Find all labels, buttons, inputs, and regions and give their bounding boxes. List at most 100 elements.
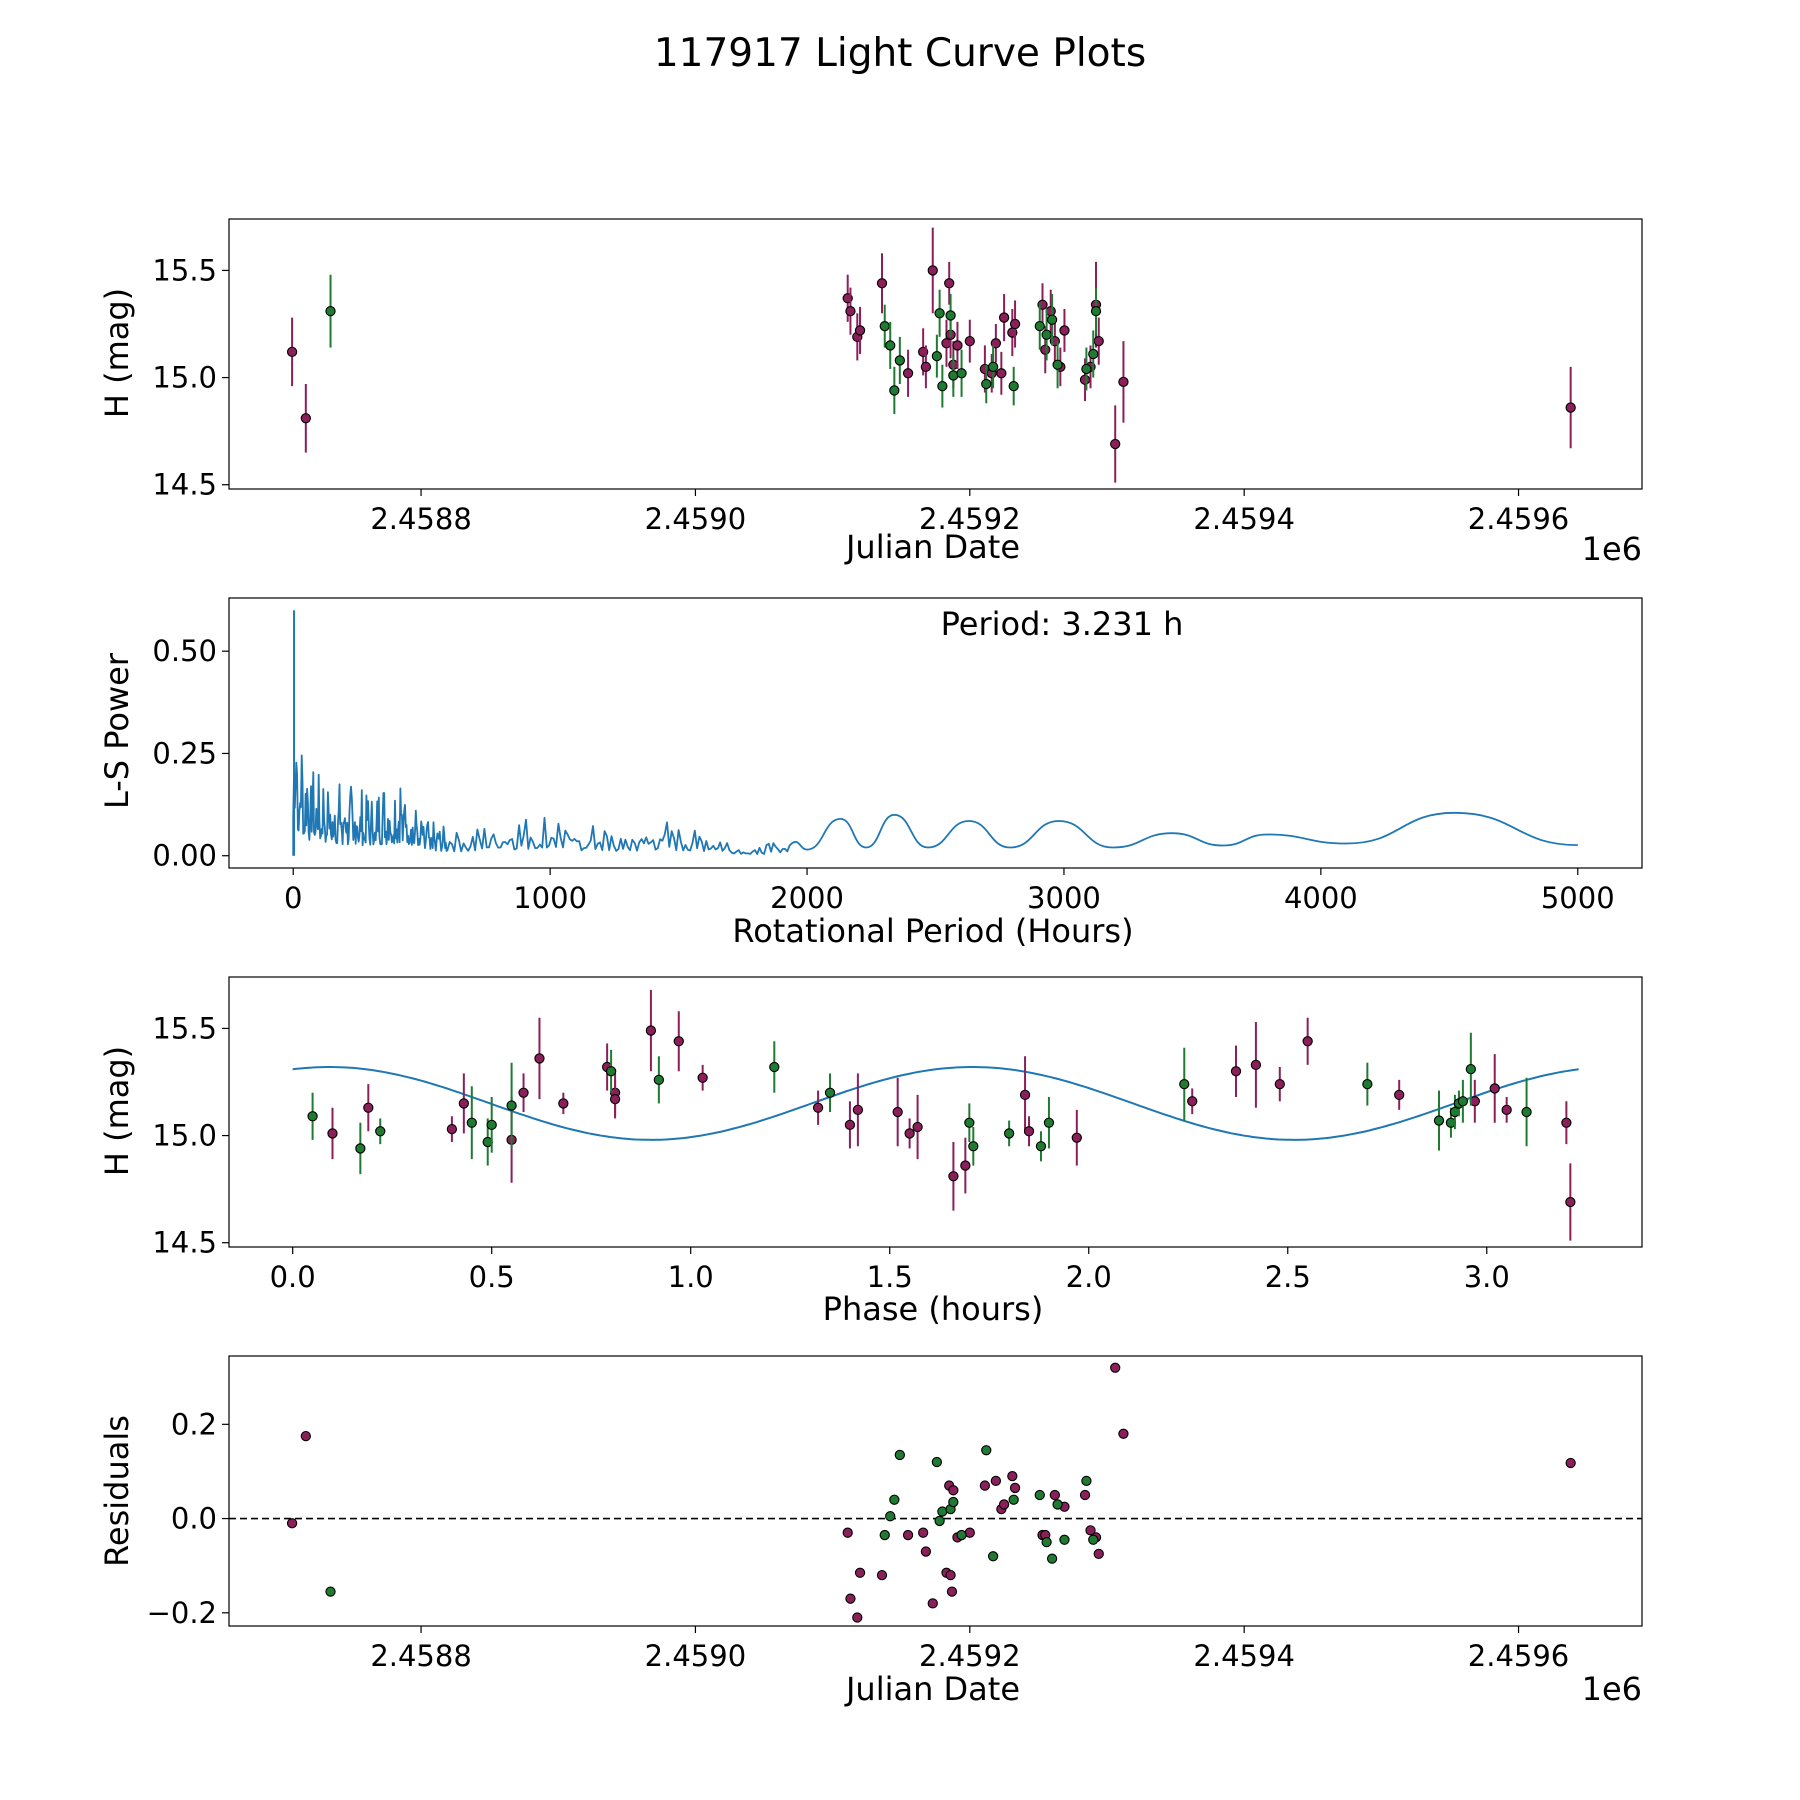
periodogram-ylabel: L-S Power [98,652,136,809]
purple-data-point [446,1123,458,1135]
purple-data-point [1302,1036,1313,1047]
green-data-point [931,350,943,362]
green-data-point [948,1496,959,1508]
purple-data-point [1561,1117,1572,1128]
purple-data-point [1489,1083,1500,1094]
green-data-point [931,1456,943,1468]
green-data-point [1521,1106,1532,1118]
green-data-point [885,1511,896,1522]
purple-data-point [697,1072,708,1083]
green-data-point [1008,1494,1019,1505]
green-data-point [894,355,905,366]
y-tick-label: 15.0 [152,1119,217,1153]
green-data-point [1041,329,1052,340]
x-tick-label: 4000 [1284,881,1358,915]
green-data-point [981,1445,992,1456]
y-tick-label: 15.5 [152,253,217,287]
purple-data-point [645,1025,657,1036]
residuals-offset-label: 1e6 [1582,1670,1642,1708]
light-curve-panel: Julian Date H (mag) 1e6 2.4588 2.4590 2.45… [98,218,1643,568]
green-data-point [894,1449,905,1461]
periodogram-panel: Rotational Period (Hours) L-S Power 0 100… [98,597,1643,950]
x-tick-label: 1.5 [867,1260,913,1294]
x-tick-label: 3.0 [1464,1260,1510,1294]
purple-data-point [558,1098,569,1109]
green-data-point [466,1117,477,1128]
purple-data-point [1187,1096,1198,1107]
purple-data-point [812,1102,824,1113]
x-tick-label: 0 [284,881,302,915]
power-spectrum-line [292,754,1578,856]
x-tick-label: 1000 [513,881,587,915]
purple-data-point [1085,1525,1096,1536]
purple-data-point [854,1567,866,1578]
green-data-point [1088,348,1099,360]
x-tick-label: 2.4596 [1468,1639,1569,1673]
light-curve-ylabel: H (mag) [98,288,136,418]
green-data-point [879,320,890,332]
y-tick-label: 15.5 [152,1011,217,1045]
purple-data-point [845,1593,856,1604]
green-data-point [937,380,948,392]
purple-data-point [1394,1089,1405,1101]
purple-data-point [609,1093,621,1105]
y-tick-label: 15.0 [152,361,217,395]
purple-data-point [1071,1132,1082,1143]
green-data-point [1433,1115,1445,1126]
green-data-point [1457,1096,1469,1107]
y-tick-label: 0.00 [152,839,217,873]
purple-data-point [1118,1428,1129,1439]
purple-data-point [979,1480,991,1491]
figure-title: 117917 Light Curve Plots [654,31,1146,76]
x-tick-label: 2.4592 [919,1639,1020,1673]
y-tick-label: 0.50 [152,634,217,668]
purple-data-point [945,1569,956,1581]
purple-data-point [1565,402,1576,413]
purple-data-point [1093,1548,1104,1560]
light-curve-offset-label: 1e6 [1582,530,1642,568]
y-tick-label: 0.0 [171,1502,217,1536]
purple-data-point [852,1612,863,1623]
purple-data-point [1118,376,1129,388]
purple-data-point [920,361,932,373]
purple-data-point [842,1527,853,1538]
green-data-point [981,378,992,390]
purple-data-point [948,1171,959,1182]
purple-data-point [1565,1457,1576,1469]
y-tick-label: 0.2 [171,1407,217,1441]
purple-data-point [996,368,1007,379]
green-data-point [307,1111,318,1122]
green-data-point [1008,380,1019,392]
green-data-point [934,308,945,319]
x-tick-label: 0.5 [469,1260,515,1294]
purple-data-point [920,1546,932,1557]
purple-data-point [1110,1362,1121,1373]
green-data-point [968,1141,979,1152]
purple-data-point [844,1119,856,1131]
purple-data-point [286,1518,298,1529]
green-data-point [325,1586,336,1597]
purple-data-point [944,278,955,289]
purple-data-point [534,1053,545,1064]
purple-data-point [902,1529,914,1541]
phase-ylabel: H (mag) [98,1046,136,1176]
x-tick-label: 2.4590 [645,1639,746,1673]
purple-data-point [990,1475,1002,1487]
green-data-point [605,1066,617,1077]
x-tick-label: 2.0 [1066,1260,1112,1294]
purple-data-point [1501,1104,1512,1116]
green-data-point [355,1143,366,1154]
purple-data-point [1110,438,1121,450]
purple-data-point [918,1527,929,1538]
residuals-panel: Julian Date Residuals 1e6 2.4588 2.4590 2.… [98,1355,1643,1708]
purple-data-point [927,1598,938,1609]
purple-data-point [673,1036,684,1047]
residuals-ylabel: Residuals [98,1415,136,1567]
green-data-point [934,1515,945,1527]
purple-data-point [518,1087,529,1098]
purple-data-point [1079,374,1091,385]
green-data-point [1046,314,1058,325]
purple-data-point [327,1128,338,1139]
purple-data-point [1274,1078,1285,1090]
